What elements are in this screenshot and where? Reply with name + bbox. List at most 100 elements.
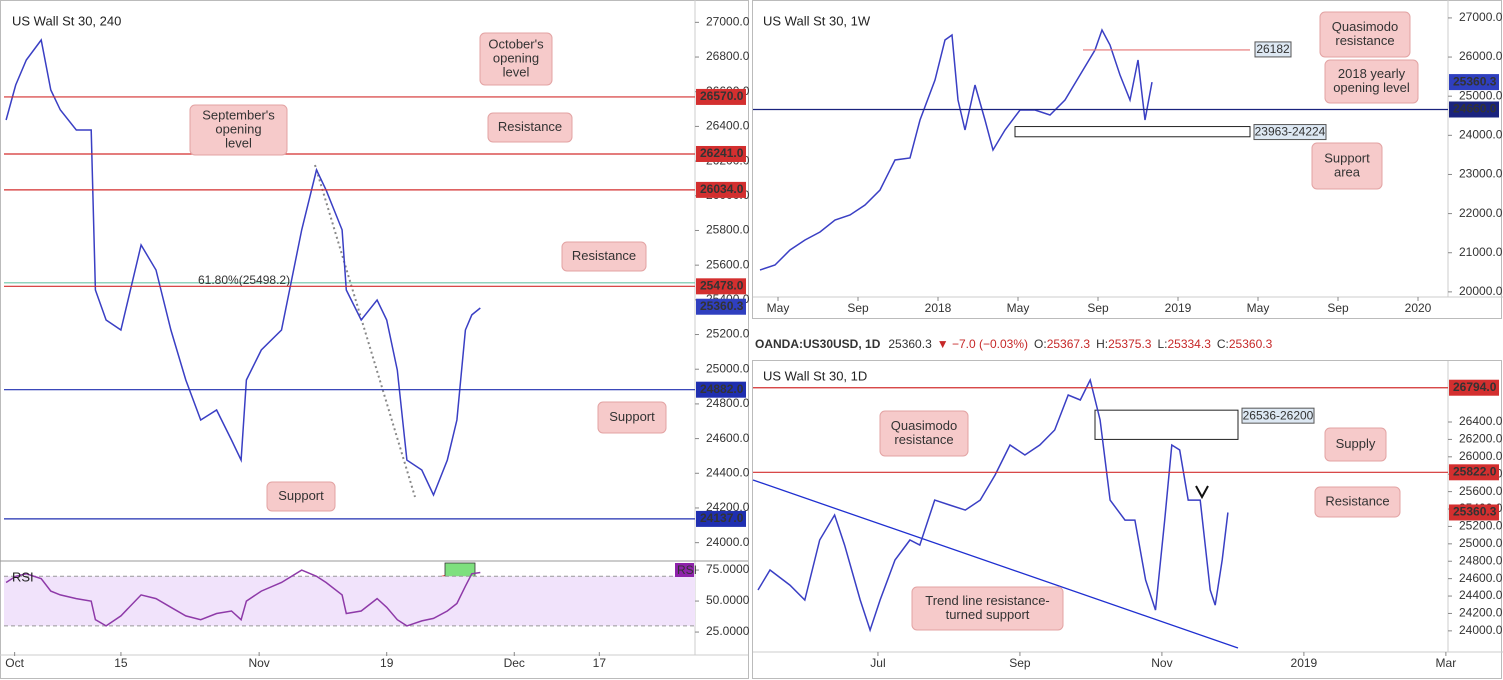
callout: [1314, 486, 1401, 518]
callout-text: Support: [1324, 150, 1370, 165]
axis-label-bg: [1449, 74, 1499, 91]
callout-text: opening: [215, 121, 261, 136]
x-tick-label: Sep: [1009, 656, 1031, 670]
axis-label-bg: [1449, 464, 1499, 481]
x-tick-label: Jul: [870, 656, 885, 670]
callout-text: level: [225, 135, 252, 150]
y-tick-label: 26400.0: [1459, 414, 1503, 428]
x-tick-label: 15: [114, 656, 128, 670]
y-tick-label: 24200.0: [706, 500, 750, 514]
y-tick-label: 27000.0: [706, 15, 750, 29]
x-tick-label: Sep: [847, 301, 869, 315]
callout-text: 2018 yearly: [1338, 66, 1406, 81]
zone-tag: [1253, 124, 1327, 141]
chart-title: RSI: [12, 569, 34, 584]
x-tick-label: May: [767, 301, 790, 315]
callout-text: Supply: [1336, 436, 1376, 451]
axis-label: 26034.0: [700, 182, 744, 196]
x-tick-label: 2019: [1165, 301, 1192, 315]
rsi-tag: RSI: [677, 563, 697, 577]
axis-label-bg: [1449, 379, 1499, 396]
x-tick-label: Nov: [248, 656, 269, 670]
y-tick-label: 24400.0: [706, 465, 750, 479]
last-price: 25360.3: [888, 337, 932, 351]
axis-label: 24137.0: [700, 511, 744, 525]
ohlc-value: 25360.3: [1229, 337, 1273, 351]
callout-text: area: [1334, 164, 1361, 179]
change: ▼ −7.0 (−0.03%): [937, 337, 1028, 351]
axis-label-bg: [1449, 504, 1499, 521]
chart-title: US Wall St 30, 1W: [763, 13, 871, 28]
x-tick-label: Sep: [1327, 301, 1349, 315]
x-tick-label: Oct: [5, 656, 24, 670]
callout: [266, 481, 336, 512]
y-tick-label: 26400.0: [706, 119, 750, 133]
arrow: [1195, 485, 1209, 500]
callout: [487, 112, 573, 143]
axis-label-bg: [696, 278, 746, 295]
axis-label-bg: [696, 181, 746, 198]
y-tick-label: 24200.0: [1459, 606, 1503, 620]
y-tick-label: 26000.0: [1459, 449, 1503, 463]
callout-text: Quasimodo: [891, 418, 957, 433]
y-tick-label: 25.0000: [706, 624, 750, 638]
y-tick-label: 50.0000: [706, 593, 750, 607]
y-tick-label: 26200.0: [1459, 432, 1503, 446]
callout-text: Trend line resistance-: [925, 593, 1050, 608]
y-tick-label: 25000.0: [1459, 536, 1503, 550]
price-line: [5, 38, 481, 497]
symbol: OANDA:US30USD, 1D: [755, 337, 881, 351]
y-tick-label: 27000.0: [1459, 10, 1503, 24]
x-tick-label: May: [1007, 301, 1030, 315]
ohlc-value: 25367.3: [1047, 337, 1091, 351]
x-tick-label: May: [1247, 301, 1270, 315]
axis-label: 25360.3: [1453, 505, 1497, 519]
callout-text: Support: [609, 409, 655, 424]
callout: [479, 32, 553, 86]
axis-label: 26570.0: [700, 89, 744, 103]
axis-label: 26794.0: [1453, 380, 1497, 394]
y-tick-label: 24000.0: [706, 535, 750, 549]
x-tick-label: 2019: [1291, 656, 1318, 670]
x-tick-label: Mar: [1436, 656, 1457, 670]
y-tick-label: 26000.0: [1459, 49, 1503, 63]
zone-tag: [1241, 407, 1315, 424]
fib-label: 61.80%(25498.2): [198, 273, 290, 287]
callout-text: opening: [493, 50, 539, 65]
callout: [189, 104, 288, 156]
callout: [597, 401, 667, 434]
callout: [879, 410, 969, 457]
callout-text: turned support: [946, 607, 1030, 622]
chart-title: US Wall St 30, 1D: [763, 368, 867, 383]
panel-border: [752, 0, 1502, 319]
axis-label: 26241.0: [700, 146, 744, 160]
y-tick-label: 23000.0: [1459, 167, 1503, 181]
axis-label: 24660.0: [1453, 102, 1497, 116]
callout-text: level: [503, 64, 530, 79]
x-tick-label: 17: [593, 656, 607, 670]
x-tick-label: Sep: [1087, 301, 1109, 315]
rsi-band: [4, 576, 695, 626]
y-tick-label: 24600.0: [706, 431, 750, 445]
axis-label-bg: [696, 145, 746, 162]
axis-label-bg: [696, 298, 746, 315]
axis-label: 24882.0: [700, 382, 744, 396]
price-line: [757, 377, 1229, 633]
y-tick-label: 22000.0: [1459, 206, 1503, 220]
y-tick-label: 20000.0: [1459, 284, 1503, 298]
level-label: 26182: [1256, 42, 1290, 56]
ohlc-label: C:: [1217, 337, 1229, 351]
trend-line: [752, 479, 1239, 649]
y-tick-label: 25000.0: [706, 361, 750, 375]
ohlc-label: H:: [1096, 337, 1108, 351]
callout-text: October's: [488, 36, 544, 51]
axis-label: 25360.3: [700, 299, 744, 313]
y-tick-label: 24800.0: [706, 396, 750, 410]
x-tick-label: 2020: [1405, 301, 1432, 315]
callout-text: Resistance: [1325, 493, 1389, 508]
axis-label: 25822.0: [1453, 464, 1497, 478]
price-line: [759, 28, 1153, 271]
y-tick-label: 25200.0: [706, 327, 750, 341]
y-tick-label: 25600.0: [1459, 484, 1503, 498]
